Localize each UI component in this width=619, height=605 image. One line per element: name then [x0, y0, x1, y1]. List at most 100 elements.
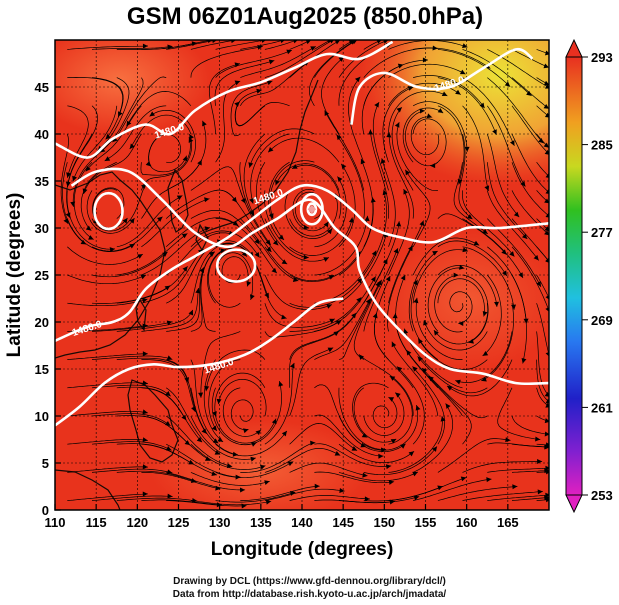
- streamline-arrow: [226, 463, 233, 469]
- streamline: [289, 423, 358, 451]
- streamline: [388, 375, 413, 445]
- streamline: [408, 250, 438, 332]
- streamline: [417, 356, 488, 394]
- streamline-arrow: [473, 240, 480, 246]
- contour-line: [70, 167, 549, 386]
- streamline: [511, 49, 547, 67]
- streamline-arrow: [99, 147, 106, 153]
- streamline: [66, 218, 135, 252]
- streamline-arrow: [377, 279, 382, 286]
- streamline: [264, 40, 296, 50]
- streamline-arrow: [188, 137, 194, 143]
- streamline: [203, 359, 224, 443]
- y-tick-label: 20: [35, 315, 49, 330]
- warm-patch-south: [150, 420, 370, 510]
- streamline-arrow: [378, 453, 384, 459]
- streamline: [412, 101, 468, 152]
- streamline-arrow: [408, 451, 415, 457]
- y-tick-label: 40: [35, 127, 49, 142]
- streamline-arrow: [518, 272, 523, 278]
- streamline-arrow: [278, 234, 284, 240]
- streamline-arrow: [182, 266, 188, 272]
- streamline: [289, 251, 361, 282]
- streamline-arrow: [334, 451, 341, 456]
- streamline-arrow: [385, 464, 392, 470]
- streamline-arrow: [142, 464, 148, 470]
- streamline-arrow: [195, 288, 201, 294]
- streamline: [404, 169, 431, 247]
- streamline: [428, 375, 472, 445]
- y-tick-label: 25: [35, 268, 49, 283]
- streamline: [352, 382, 389, 438]
- streamline: [215, 430, 288, 457]
- streamline-arrow: [388, 397, 395, 402]
- streamline: [215, 49, 293, 78]
- streamline-arrow: [543, 142, 549, 148]
- streamline-arrow: [412, 366, 418, 372]
- streamline: [412, 249, 468, 304]
- streamline-arrow: [204, 456, 211, 461]
- streamline: [437, 265, 498, 307]
- streamline-arrow: [235, 474, 241, 480]
- streamline-arrow: [348, 217, 354, 223]
- streamline: [391, 107, 414, 191]
- colorbar: 253 261 269 277 285 293: [565, 38, 613, 514]
- streamline: [116, 233, 188, 276]
- streamline-arrow: [486, 477, 492, 483]
- streamline: [338, 40, 387, 78]
- colorbar-ticks: 253 261 269 277 285 293: [582, 50, 613, 503]
- streamline: [91, 77, 124, 140]
- streamline: [413, 75, 485, 109]
- streamline: [166, 267, 205, 332]
- streamline: [116, 357, 189, 383]
- streamline-arrow: [428, 376, 434, 382]
- streamline: [338, 443, 415, 463]
- streamline-arrow: [326, 304, 332, 309]
- streamline: [240, 218, 299, 282]
- streamline-arrow: [217, 437, 224, 442]
- streamline: [487, 105, 526, 187]
- streamline: [360, 158, 374, 247]
- streamline: [190, 359, 219, 444]
- streamline-arrow: [281, 314, 287, 320]
- streamline-arrow: [287, 461, 294, 467]
- streamline-arrow: [208, 252, 215, 258]
- streamline-arrow: [256, 88, 262, 94]
- streamline-arrow: [419, 108, 425, 114]
- streamline: [437, 278, 485, 317]
- streamline: [166, 120, 207, 191]
- y-axis-ticks: 0 5 10 15 20 25 30 35 40 45: [35, 80, 61, 518]
- streamline: [437, 438, 511, 473]
- streamline-arrow: [394, 122, 400, 128]
- streamline-arrow: [264, 480, 270, 486]
- streamline: [511, 133, 549, 193]
- streamline: [116, 470, 197, 483]
- streamline-arrow: [501, 249, 507, 255]
- streamline: [141, 359, 196, 412]
- streamline-arrow: [355, 76, 361, 83]
- streamline-arrow: [326, 228, 333, 235]
- x-tick-label: 160: [456, 515, 478, 530]
- streamline-arrow: [292, 40, 299, 44]
- streamline-arrow: [509, 140, 515, 146]
- streamline-arrow: [441, 91, 448, 96]
- streamline-arrow: [80, 239, 87, 245]
- streamline-arrow: [382, 258, 388, 265]
- streamline: [166, 359, 207, 434]
- streamline: [536, 105, 549, 117]
- streamline: [382, 86, 414, 163]
- streamline-arrow: [250, 456, 256, 462]
- y-tick-label: 15: [35, 362, 49, 377]
- streamline-arrow: [440, 416, 446, 422]
- streamline-arrow: [492, 129, 497, 135]
- streamline-arrow: [82, 188, 88, 194]
- streamline-arrow: [182, 155, 188, 162]
- streamline: [487, 49, 549, 88]
- streamline: [116, 497, 198, 502]
- streamline: [91, 216, 163, 252]
- streamline: [67, 246, 143, 265]
- streamline-arrow: [390, 439, 397, 444]
- streamline: [141, 443, 218, 476]
- streamline-arrow: [361, 432, 368, 438]
- streamline: [338, 496, 420, 504]
